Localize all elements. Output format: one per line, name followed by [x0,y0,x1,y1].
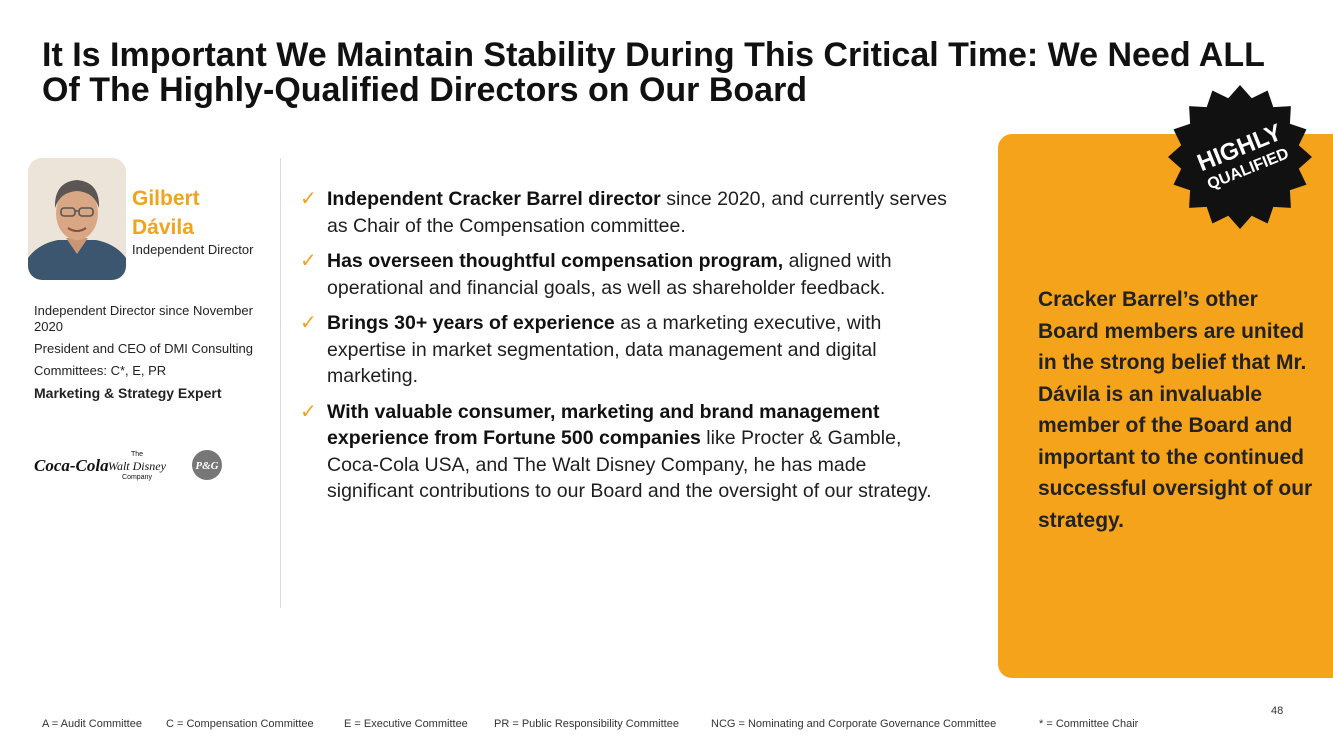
director-first-name: Gilbert [132,187,200,210]
bullet-bold: Independent Cracker Barrel director [327,188,661,210]
director-last-name: Dávila [132,216,194,239]
fact-committees: Committees: C*, E, PR [34,363,167,378]
seal-shape [1168,85,1312,229]
bullet-text: like Procter & Gamble, Coca-Cola USA, an… [327,427,932,502]
callout-text: Cracker Barrel’s other Board members are… [1038,288,1313,532]
bullet-item: ✓ Brings 30+ years of experience as a mar… [300,310,950,390]
bullet-text: as a marketing executive, with expertise… [327,312,882,387]
bullet-item: ✓ Independent Cracker Barrel director sin… [300,186,950,239]
legend-chair: * = Committee Chair [1039,718,1139,730]
pg-logo [192,450,222,480]
bullet-bold: With valuable consumer, marketing and br… [327,400,880,450]
bullet-text: since 2020, and currently serves as Chai… [327,188,947,237]
fact-director-since: Independent Director since November 2020 [34,303,253,334]
director-name: Gilbert Dávila [132,184,272,242]
legend-compensation: C = Compensation Committee [166,718,314,730]
logos-svg: Coca-Cola The Walt Disney Company P&G [34,450,222,481]
bullet-bold: Brings 30+ years of experience [327,312,615,334]
fact-current-position: President and CEO of DMI Consulting [34,341,253,356]
bullet-item: ✓ With valuable consumer, marketing and b… [300,399,950,505]
legend-public-responsibility: PR = Public Responsibility Committee [494,718,679,730]
director-photo [28,158,126,280]
bullet-item: ✓ Has overseen thoughtful compensation pr… [300,248,950,301]
highly-qualified-badge: HIGHLY QUALIFIED [1168,85,1312,229]
pg-logo-text: P&G [195,460,218,472]
page-number: 48 [1271,705,1284,717]
disney-logo: Walt Disney [108,459,167,473]
callout-panel: Cracker Barrel’s other Board members are… [998,134,1333,678]
legend-ncg: NCG = Nominating and Corporate Governanc… [711,718,997,730]
qualification-bullets: ✓ Independent Cracker Barrel director sin… [300,186,950,514]
director-role: Independent Director [132,242,254,257]
check-icon: ✓ [300,188,317,210]
check-icon: ✓ [300,312,317,334]
disney-logo-company: Company [122,474,152,481]
column-divider [280,158,281,608]
check-icon: ✓ [300,250,317,272]
page-title: It Is Important We Maintain Stability Du… [42,36,1265,109]
check-icon: ✓ [300,400,317,423]
company-logos: Coca-Cola The Walt Disney Company P&G [34,447,234,483]
portrait-image [28,158,126,280]
committee-legend: A = Audit Committee C = Compensation Com… [0,718,1333,732]
bullet-bold: Has overseen thoughtful compensation pro… [327,250,784,272]
disney-logo-the: The [131,451,143,458]
bullet-text: aligned with operational and financial g… [327,250,892,299]
coca-cola-logo: Coca-Cola [34,456,109,475]
fact-expertise: Marketing & Strategy Expert [34,385,222,401]
legend-audit: A = Audit Committee [42,718,142,730]
legend-executive: E = Executive Committee [344,718,468,730]
director-facts: Independent Director since November 2020… [34,303,274,407]
